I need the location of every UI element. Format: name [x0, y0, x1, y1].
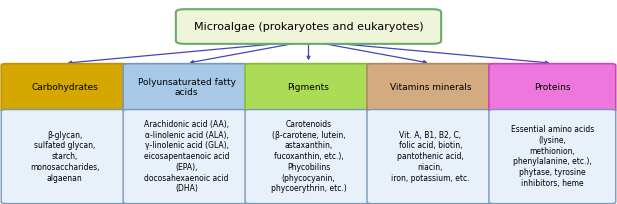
- FancyBboxPatch shape: [123, 64, 250, 112]
- FancyBboxPatch shape: [367, 64, 494, 112]
- Text: Polyunsaturated fatty
acids: Polyunsaturated fatty acids: [138, 78, 236, 98]
- Text: Proteins: Proteins: [534, 83, 571, 92]
- Text: Vit. A, B1, B2, C,
folic acid, biotin,
pantothenic acid,
niacin,
iron, potassium: Vit. A, B1, B2, C, folic acid, biotin, p…: [391, 131, 470, 183]
- FancyBboxPatch shape: [245, 64, 372, 112]
- FancyBboxPatch shape: [489, 110, 616, 204]
- FancyBboxPatch shape: [176, 9, 441, 44]
- FancyBboxPatch shape: [1, 110, 128, 204]
- Text: Pigments: Pigments: [288, 83, 329, 92]
- FancyBboxPatch shape: [123, 110, 250, 204]
- Text: Carotenoids
(β-carotene, lutein,
astaxanthin,
fucoxanthin, etc.),
Phycobilins
(p: Carotenoids (β-carotene, lutein, astaxan…: [271, 120, 346, 193]
- Text: Microalgae (prokaryotes and eukaryotes): Microalgae (prokaryotes and eukaryotes): [194, 21, 423, 32]
- Text: Carbohydrates: Carbohydrates: [31, 83, 98, 92]
- FancyBboxPatch shape: [367, 110, 494, 204]
- FancyBboxPatch shape: [489, 64, 616, 112]
- FancyBboxPatch shape: [245, 110, 372, 204]
- Text: Essential amino acids
(lysine,
methionion,
phenylalanine, etc.),
phytase, tyrosi: Essential amino acids (lysine, methionio…: [511, 125, 594, 188]
- Text: β-glycan,
sulfated glycan,
starch,
monosaccharides,
algaenan: β-glycan, sulfated glycan, starch, monos…: [30, 131, 99, 183]
- Text: Vitamins minerals: Vitamins minerals: [390, 83, 471, 92]
- FancyBboxPatch shape: [1, 64, 128, 112]
- Text: Arachidonic acid (AA),
α-linolenic acid (ALA),
γ-linolenic acid (GLA),
eicosapen: Arachidonic acid (AA), α-linolenic acid …: [144, 120, 230, 193]
